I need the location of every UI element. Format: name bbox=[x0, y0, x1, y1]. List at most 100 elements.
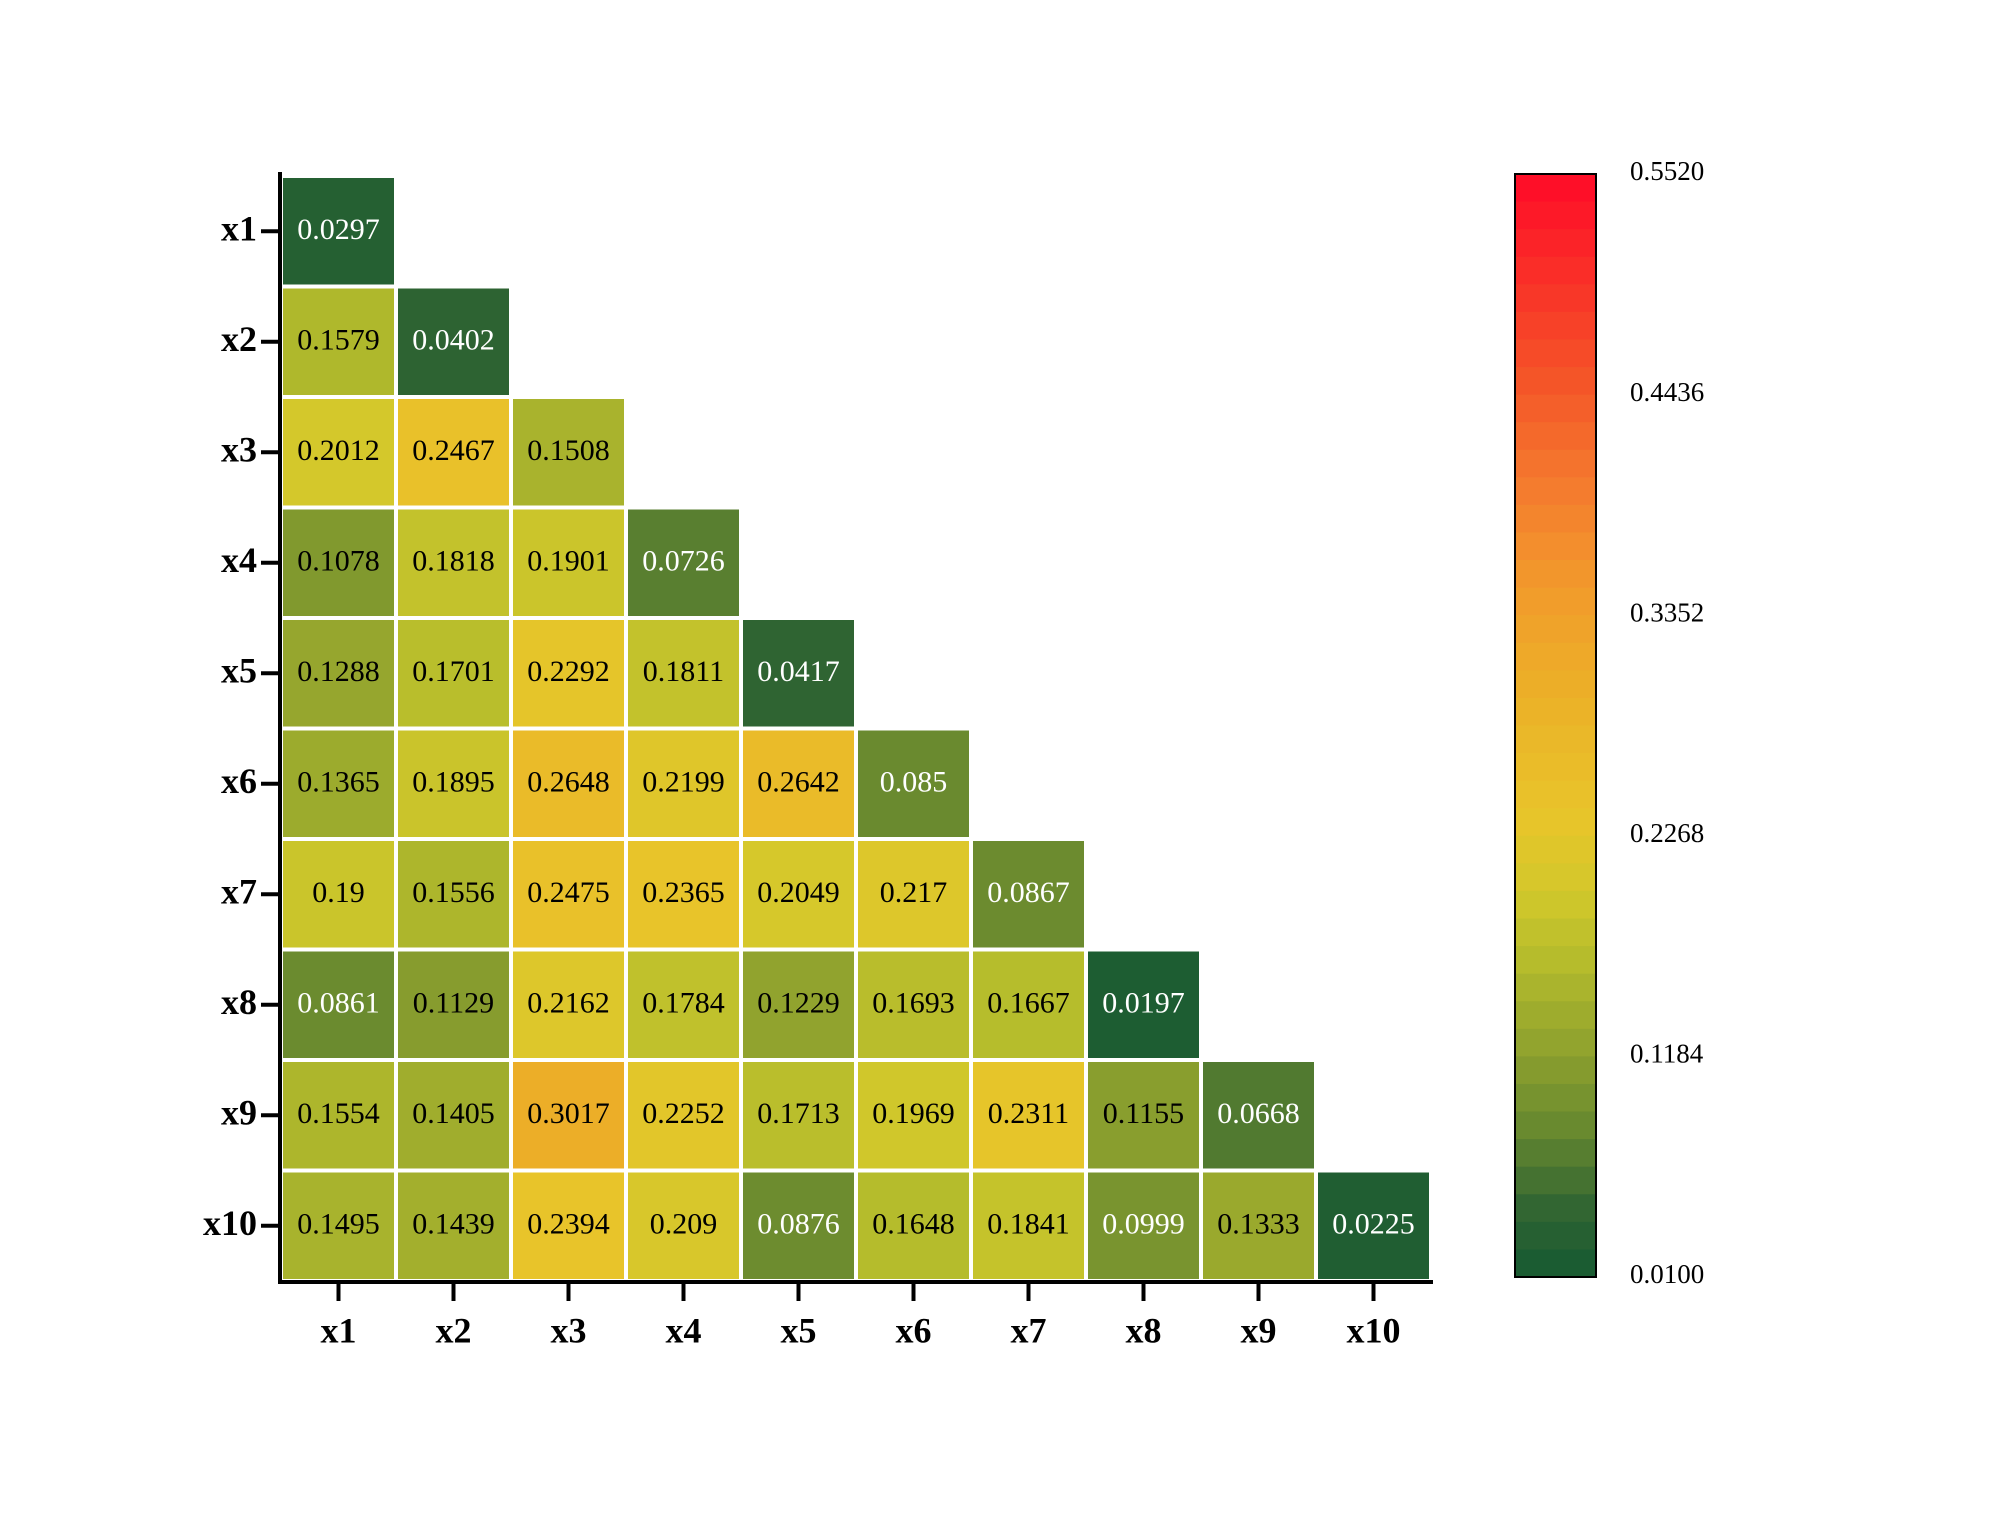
axes: x1 x2 x3 x4 x5 x6 x7 x8 x9 x10 x1 x2 x3 x4 x5 x6 x7 x8 x9 x… bbox=[203, 172, 1433, 1350]
heatmap-cell-x9-x2 bbox=[398, 1062, 509, 1169]
heatmap-cell-x7-x2 bbox=[398, 841, 509, 948]
colorbar-segment bbox=[1515, 1166, 1596, 1195]
colorbar-segment bbox=[1515, 1083, 1596, 1113]
colorbar-segment bbox=[1515, 1221, 1596, 1251]
colorbar: 0.5520 0.4436 0.3352 0.2268 0.1184 0.0100 bbox=[1514, 156, 1704, 1289]
heatmap-cell-x6-x2 bbox=[398, 730, 509, 837]
colorbar-segment bbox=[1515, 1111, 1596, 1140]
heatmap-cell-x3-x1 bbox=[283, 399, 394, 506]
cell-value-label: 0.2642 bbox=[757, 766, 840, 799]
colorbar-segment bbox=[1515, 725, 1596, 754]
heatmap-cell-x2-x2 bbox=[398, 288, 509, 395]
colorbar-segment bbox=[1515, 174, 1596, 203]
cell-value-label: 0.1969 bbox=[872, 1097, 955, 1130]
heatmap-cell-x4-x4 bbox=[628, 509, 739, 616]
cell-value-label: 0.0297 bbox=[297, 213, 380, 246]
x-axis-tick-label: x7 bbox=[1011, 1310, 1047, 1350]
heatmap-cell-x5-x5 bbox=[743, 620, 854, 727]
colorbar-segment bbox=[1515, 1139, 1596, 1168]
colorbar-segment bbox=[1515, 560, 1596, 589]
heatmap-cell-x10-x2 bbox=[398, 1172, 509, 1279]
cell-value-label: 0.1508 bbox=[527, 434, 610, 467]
cell-value-label: 0.1784 bbox=[642, 987, 725, 1020]
cell-value-label: 0.2311 bbox=[988, 1097, 1069, 1130]
x-axis-tick-label: x3 bbox=[551, 1310, 587, 1350]
x-axis-tick-label: x5 bbox=[781, 1310, 817, 1350]
heatmap-cell-x8-x8 bbox=[1088, 951, 1199, 1058]
heatmap-cell-x4-x1 bbox=[283, 509, 394, 616]
cell-value-label: 0.085 bbox=[880, 766, 948, 799]
heatmap-cell-x9-x4 bbox=[628, 1062, 739, 1169]
cell-value-label: 0.2049 bbox=[757, 876, 840, 909]
cell-value-label: 0.0726 bbox=[642, 545, 725, 578]
cell-value-label: 0.1713 bbox=[757, 1097, 840, 1130]
heatmap-cell-x5-x3 bbox=[513, 620, 624, 727]
colorbar-segment bbox=[1515, 946, 1596, 975]
colorbar-segment bbox=[1515, 1028, 1596, 1057]
cell-value-label: 0.1129 bbox=[413, 987, 494, 1020]
colorbar-segment bbox=[1515, 1194, 1596, 1223]
heatmap-cell-x8-x4 bbox=[628, 951, 739, 1058]
heatmap-cell-x6-x4 bbox=[628, 730, 739, 837]
heatmap-cell-x7-x1 bbox=[283, 841, 394, 948]
colorbar-tick-label: 0.0100 bbox=[1630, 1259, 1704, 1289]
cell-value-label: 0.19 bbox=[312, 876, 365, 909]
cell-value-label: 0.1365 bbox=[297, 766, 380, 799]
cell-value-label: 0.1648 bbox=[872, 1208, 955, 1241]
heatmap-cell-x8-x6 bbox=[858, 951, 969, 1058]
heatmap-cell-x3-x3 bbox=[513, 399, 624, 506]
cell-value-label: 0.2467 bbox=[412, 434, 495, 467]
cell-value-label: 0.1693 bbox=[872, 987, 955, 1020]
colorbar-segment bbox=[1515, 449, 1596, 478]
colorbar-segment bbox=[1515, 973, 1596, 1002]
heatmap-cell-x8-x2 bbox=[398, 951, 509, 1058]
y-axis-tick-label: x4 bbox=[221, 540, 257, 580]
cell-value-label: 0.1078 bbox=[297, 545, 380, 578]
colorbar-segment bbox=[1515, 311, 1596, 341]
heatmap-cell-x6-x5 bbox=[743, 730, 854, 837]
y-axis-tick-label: x7 bbox=[221, 872, 257, 912]
heatmap-cell-x5-x2 bbox=[398, 620, 509, 727]
x-axis-tick-label: x2 bbox=[436, 1310, 472, 1350]
cell-value-label: 0.0999 bbox=[1102, 1208, 1185, 1241]
colorbar-segment bbox=[1515, 670, 1596, 699]
heatmap-cell-x10-x10 bbox=[1318, 1172, 1429, 1279]
colorbar-segment bbox=[1515, 615, 1596, 644]
heatmap-cell-x8-x1 bbox=[283, 951, 394, 1058]
heatmap-cell-x5-x4 bbox=[628, 620, 739, 727]
cell-value-label: 0.0876 bbox=[757, 1208, 840, 1241]
cell-value-label: 0.217 bbox=[880, 876, 948, 909]
heatmap-cell-x7-x7 bbox=[973, 841, 1084, 948]
cell-value-label: 0.0417 bbox=[757, 655, 840, 688]
colorbar-segment bbox=[1515, 201, 1596, 230]
cell-value-label: 0.2199 bbox=[642, 766, 725, 799]
colorbar-segment bbox=[1515, 808, 1596, 837]
cell-value-label: 0.1811 bbox=[643, 655, 724, 688]
heatmap-cell-x10-x3 bbox=[513, 1172, 624, 1279]
y-axis-tick-label: x5 bbox=[221, 651, 257, 691]
heatmap-cell-x10-x6 bbox=[858, 1172, 969, 1279]
heatmap-cell-x10-x5 bbox=[743, 1172, 854, 1279]
heatmap-cell-x6-x3 bbox=[513, 730, 624, 837]
cell-value-label: 0.3017 bbox=[527, 1097, 610, 1130]
colorbar-segment bbox=[1515, 256, 1596, 285]
cell-value-label: 0.1895 bbox=[412, 766, 495, 799]
heatmap-cell-x10-x9 bbox=[1203, 1172, 1314, 1279]
cell-value-label: 0.1901 bbox=[527, 545, 610, 578]
heatmap-cell-x9-x3 bbox=[513, 1062, 624, 1169]
heatmap-cell-x7-x4 bbox=[628, 841, 739, 948]
cell-value-label: 0.209 bbox=[650, 1208, 718, 1241]
cell-value-label: 0.2252 bbox=[642, 1097, 725, 1130]
cell-value-label: 0.0867 bbox=[987, 876, 1070, 909]
heatmap-cell-x5-x1 bbox=[283, 620, 394, 727]
colorbar-segment bbox=[1515, 284, 1596, 313]
cell-value-label: 0.1579 bbox=[297, 324, 380, 357]
colorbar-segment bbox=[1515, 642, 1596, 671]
heatmap-cell-x10-x7 bbox=[973, 1172, 1084, 1279]
cell-value-label: 0.2394 bbox=[527, 1208, 610, 1241]
heatmap-cell-x2-x1 bbox=[283, 288, 394, 395]
colorbar-segment bbox=[1515, 229, 1596, 258]
heatmap-cell-x10-x8 bbox=[1088, 1172, 1199, 1279]
colorbar-segment bbox=[1515, 890, 1596, 920]
